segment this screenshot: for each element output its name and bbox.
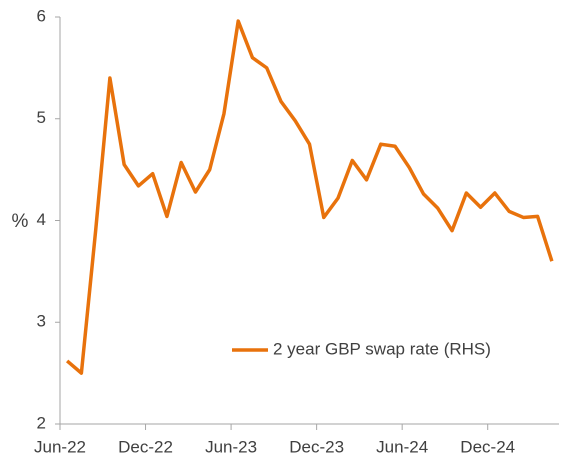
- x-tick-label: Dec-24: [460, 437, 515, 456]
- data-line: [65, 19, 554, 375]
- x-tick-label: Jun-22: [34, 437, 86, 456]
- x-tick-label: Dec-23: [289, 437, 344, 456]
- y-tick-label: 4: [37, 210, 46, 229]
- y-tick-label: 5: [37, 108, 46, 127]
- x-tick-label: Jun-24: [376, 437, 428, 456]
- x-tick-label: Jun-23: [205, 437, 257, 456]
- y-tick-label: 3: [37, 312, 46, 331]
- x-tick-label: Dec-22: [118, 437, 173, 456]
- legend-label: 2 year GBP swap rate (RHS): [273, 339, 491, 358]
- y-axis-label: %: [12, 211, 29, 232]
- y-tick-label: 6: [37, 6, 46, 25]
- y-tick-label: 2: [37, 413, 46, 432]
